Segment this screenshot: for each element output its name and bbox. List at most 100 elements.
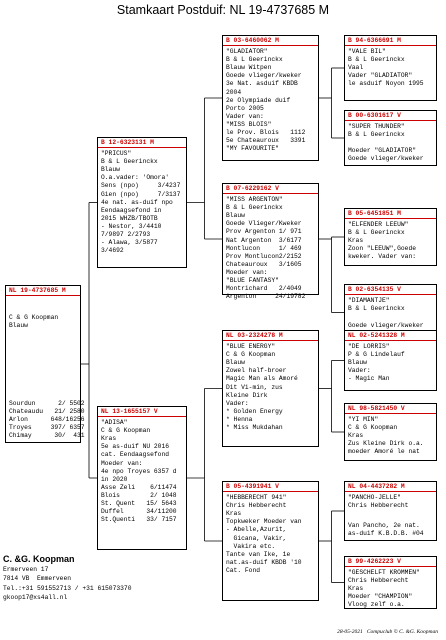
info-line: kweker. Vader van: bbox=[348, 253, 417, 261]
info-line: Vloog zelf o.a. bbox=[348, 601, 405, 609]
info-line: B & L Geerinckx bbox=[101, 158, 158, 166]
info-line: St. Quent 15/ 5643 bbox=[101, 500, 177, 508]
info-line: Blauw bbox=[101, 166, 120, 174]
info-line: Montlucon 1/ 469 bbox=[226, 244, 302, 252]
info-line: 2015 WHZB/TBOTB bbox=[101, 214, 158, 222]
ring-number: NL 19-4737685 M bbox=[6, 286, 80, 297]
info-line: Topkweker Moeder van bbox=[226, 518, 302, 526]
owner-line: gkoop17@xs4all.nl bbox=[3, 594, 68, 601]
info-line: Dit Vi-min, zus bbox=[226, 383, 283, 391]
info-line: "ADISA" bbox=[101, 419, 128, 427]
info-line: "BLUE FANTASY" bbox=[226, 277, 279, 285]
info-line: Kras bbox=[348, 237, 364, 245]
info-line: 2e Olympiade duif bbox=[226, 96, 291, 104]
pedigree-box: NL 03-2324278 M "BLUE ENERGY" C & G Koopma… bbox=[222, 330, 319, 447]
info-line: C & G Koopman bbox=[9, 314, 59, 322]
info-line: B & L Geerinckx bbox=[348, 305, 405, 313]
info-line: - Nestor, 3/4410 bbox=[101, 222, 162, 230]
owner: C. &G. Koopman Ermerveen 17 7814 VB Emmer… bbox=[3, 554, 132, 603]
pedigree-box: B 05-4391941 V "HEBBERECHT 941" Chris Hebb… bbox=[222, 481, 319, 601]
lower-lines: Moeder "GLADIATOR" Goede vlieger/kweker bbox=[348, 147, 433, 163]
info-line: "MY FAVOURITE" bbox=[226, 145, 279, 153]
info-line: Chimay 30/ 431 bbox=[9, 431, 85, 439]
owner-line: Ermerveen 17 bbox=[3, 565, 49, 573]
info-line: 3e Nat. asduif KBDB bbox=[226, 80, 298, 88]
info-line: * Miss Mukdahan bbox=[226, 424, 283, 432]
info-line: Blauw bbox=[226, 359, 245, 367]
info-line: "SUPER THUNDER" bbox=[348, 123, 405, 131]
info-line: "ELFENDER LEEUW" bbox=[348, 221, 409, 229]
info-line: "GESCHELFT KROMMEN" bbox=[348, 569, 420, 577]
info-line: Troyes 397/ 6357 bbox=[9, 423, 85, 431]
info-line: Goede vlieger/kweker bbox=[348, 154, 424, 162]
info-line: cat. Eendaagsefond bbox=[101, 451, 170, 459]
info-line: Blauw bbox=[226, 212, 245, 220]
info-line: Chris Hebberecht bbox=[348, 502, 409, 510]
pedigree-box: B 03-6460062 M "GLADIATOR" B & L Geerinckx… bbox=[222, 35, 319, 161]
pedigree-box: NL 13-1655157 V "ADISA" C & G Koopman Kras 5… bbox=[97, 406, 187, 550]
info-line: P & G Lindelauf bbox=[348, 351, 405, 359]
info-line: Van Pancho, 2e nat. bbox=[348, 521, 420, 529]
info-line: 2004 bbox=[226, 88, 242, 96]
info-line: B & L Geerinckx bbox=[348, 229, 405, 237]
ring-number: NL 98-5821450 V bbox=[345, 404, 436, 415]
info-line: Kras bbox=[226, 510, 242, 518]
pedigree-box: NL 04-4437282 M "PANCHO-JELLE" Chris Hebbe… bbox=[344, 481, 437, 541]
info-line: Vader: bbox=[348, 367, 371, 375]
lower-lines: Van Pancho, 2e nat. as-duif K.B.D.B. #04 bbox=[348, 522, 433, 538]
info-line: Eendaagsefond in bbox=[101, 206, 162, 214]
info-line: moeder Amoré le nat bbox=[348, 448, 420, 456]
credit: Compuclub © C. &G. Koopman bbox=[366, 629, 438, 635]
info-line: Goede vlieger/kweker bbox=[348, 321, 424, 329]
info-line: Blauw bbox=[9, 322, 28, 330]
info-line: - Alawa, 3/5877 bbox=[101, 239, 158, 247]
info-line: Kras bbox=[101, 435, 117, 443]
info-line: Kras bbox=[348, 585, 364, 593]
ring-number: B 12-6323131 M bbox=[98, 138, 186, 149]
info-line: - Magic Man bbox=[348, 375, 390, 383]
info-line: Zoon "LEEUW",Goede bbox=[348, 245, 417, 253]
info-line: Vader "GLADIATOR" bbox=[348, 72, 413, 80]
info-line: 5e Chateauroux 3391 bbox=[226, 137, 306, 145]
owner-line: Tel.:+31 591552713 / +31 615073370 bbox=[3, 584, 132, 592]
info-line: - Abelle,Azurit, bbox=[226, 526, 287, 534]
info-line: * Henna bbox=[226, 415, 253, 423]
lower-lines: Sourdun 2/ 5502 Chateaudu 21/ 2580 Arlon 6… bbox=[9, 400, 85, 440]
info-line: Gicana, Vakir, bbox=[226, 534, 287, 542]
info-line: nat.as-duif KBDB '10 bbox=[226, 558, 302, 566]
info-line: Magic Man als Amoré bbox=[226, 375, 298, 383]
info-line: Moeder van: bbox=[101, 459, 143, 467]
ring-number: B 02-6354135 V bbox=[345, 285, 436, 296]
info-line: Duffel 34/11200 bbox=[101, 508, 177, 516]
info-line: Prov Montlucon2/2152 bbox=[226, 252, 302, 260]
info-line: Blois 2/ 1048 bbox=[101, 491, 177, 499]
pedigree-box: B 99-4262223 V "GESCHELFT KROMMEN" Chris H… bbox=[344, 556, 437, 609]
pedigree-box: B 07-6229162 V "MISS ARGENTON" B & L Geeri… bbox=[222, 183, 319, 300]
info-line: Montrichard 2/4049 bbox=[226, 285, 302, 293]
info-line: le Prov. Blois 1112 bbox=[226, 129, 306, 137]
info-line: 4e npo Troyes 6357 d bbox=[101, 467, 177, 475]
info-line: "PANCHO-JELLE" bbox=[348, 494, 401, 502]
info-line: Moeder "GLADIATOR" bbox=[348, 146, 417, 154]
info-line: Chris Hebberecht bbox=[226, 502, 287, 510]
info-line: Vader van: bbox=[226, 112, 264, 120]
info-line: B & L Geerinckx bbox=[348, 131, 405, 139]
info-line: 7/9897 2/2793 bbox=[101, 231, 151, 239]
info-line: * Golden Energy bbox=[226, 407, 283, 415]
info-line: Argenton 24/19782 bbox=[226, 293, 306, 301]
info-line: Vader: bbox=[226, 399, 249, 407]
info-line: St.Quenti 33/ 7157 bbox=[101, 516, 177, 524]
ring-number: B 94-6366691 M bbox=[345, 36, 436, 47]
info-line: O.a.vader: 'Omora' bbox=[101, 174, 170, 182]
info-line: Nat Argenton 3/6177 bbox=[226, 236, 302, 244]
info-line: in 2020 bbox=[101, 475, 128, 483]
info-line: B & L Geerinckx bbox=[226, 56, 283, 64]
pedigree-box: B 12-6323131 M "PRICUS" B & L Geerinckx Bla… bbox=[97, 137, 187, 268]
pedigree-box: B 05-6451851 M "ELFENDER LEEUW" B & L Geer… bbox=[344, 208, 437, 266]
ring-number: NL 04-4437282 M bbox=[345, 482, 436, 493]
ring-number: B 00-6301617 V bbox=[345, 111, 436, 122]
info-line: Goede vlieger/kweker bbox=[226, 72, 302, 80]
info-line: Chateaudu 21/ 2580 bbox=[9, 407, 85, 415]
